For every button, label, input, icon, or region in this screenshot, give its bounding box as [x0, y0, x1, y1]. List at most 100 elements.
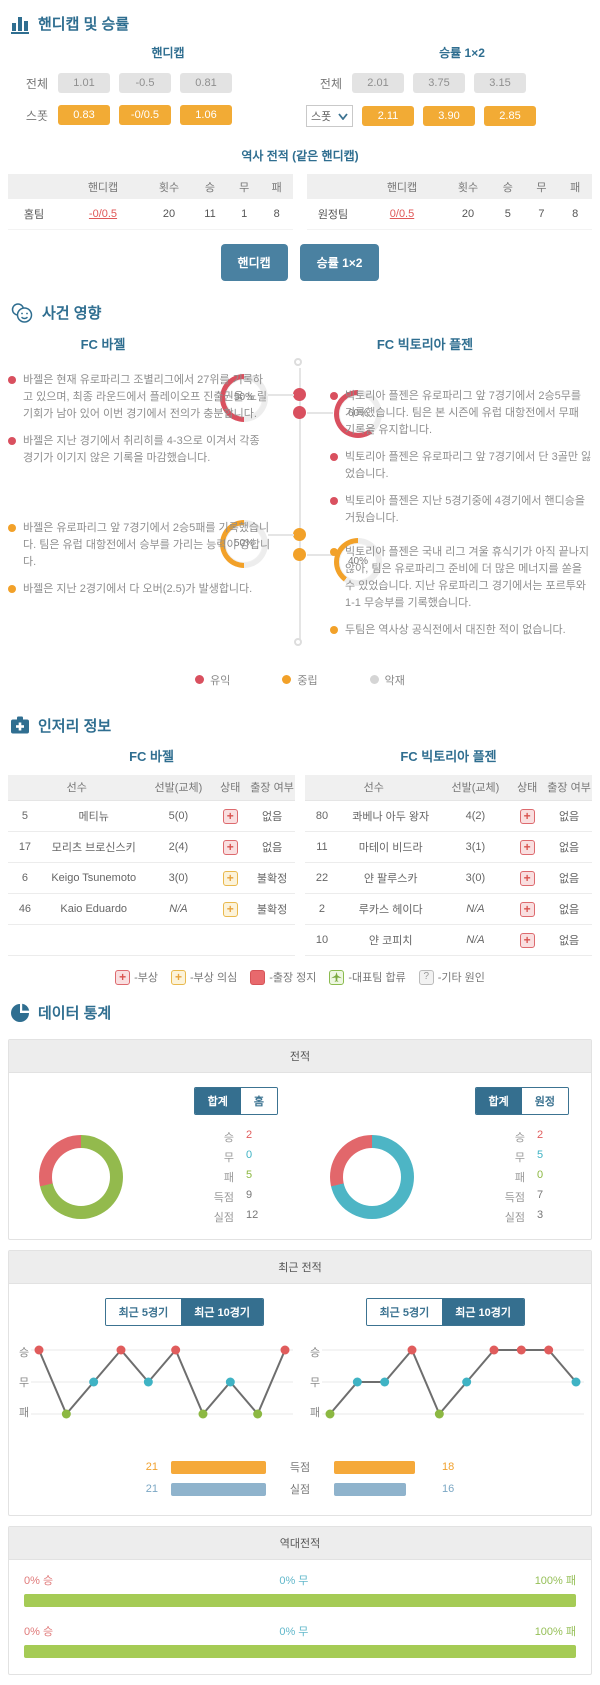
recent-goals-bars: 21 득점 18 21 실점 16 — [9, 1459, 591, 1497]
legend-negative: 악재 — [369, 672, 405, 688]
home-goals-value: 21 — [145, 1461, 158, 1473]
injury-status-icon — [519, 808, 535, 824]
away-positive-items: 빅토리아 플젠은 유로파리그 앞 7경기에서 2승5무를 기록했습니다. 팀은 … — [330, 388, 592, 537]
injury-doubt-icon — [170, 969, 186, 985]
bullet-dot — [8, 375, 16, 384]
toggle-away[interactable]: 원정 — [521, 1088, 568, 1114]
toggle-total[interactable]: 합계 — [194, 1088, 241, 1114]
toggle-home[interactable]: 홈 — [240, 1088, 277, 1114]
timeline-dot-positive — [293, 387, 306, 401]
toggle-last5[interactable]: 최근 5경기 — [105, 1299, 182, 1325]
home-conceded-bar — [171, 1482, 266, 1496]
winrate-spot-row: 스폿 2.11 3.90 2.85 — [306, 105, 588, 127]
legend-neutral: 중립 — [282, 672, 318, 688]
timeline-dot-neutral — [293, 527, 306, 541]
event-item: 빅토리아 플젠은 유로파리그 앞 7경기에서 2승5무를 기록했습니다. 팀은 … — [330, 388, 592, 439]
records-home-toggle: 합계 홈 — [193, 1087, 278, 1115]
injury-row: 10 얀 코피치 N/A 없음 — [305, 924, 592, 956]
recent-home-half: 최근 5경기 최근 10경기 승 무 패 — [9, 1284, 300, 1443]
team-label: 홈팀 — [8, 199, 60, 230]
bullet-dot — [8, 584, 16, 593]
event-item: 빅토리아 플젠은 지난 5경기중에 4경기에서 핸디승을 거뒀습니다. — [330, 493, 592, 527]
injury-row: 2 루카스 헤이다 N/A 없음 — [305, 893, 592, 925]
bullet-dot — [8, 523, 16, 532]
handicap-link[interactable]: 0/0.5 — [389, 207, 415, 220]
away-neutral-gauge: 40% — [334, 537, 382, 586]
toggle-last10[interactable]: 최근 10경기 — [181, 1299, 263, 1325]
winrate-odds-group: 승률 1×2 전체 2.01 3.75 3.15 스폿 2.11 3.90 — [306, 42, 588, 139]
odds-value: -0/0.5 — [119, 105, 171, 125]
injury-icon — [115, 969, 131, 985]
event-item: 빅토리아 플젠은 국내 리그 겨울 휴식기가 아직 끝나지 않아, 팀은 유로파… — [330, 544, 592, 612]
h2h-panel-header: 역대전적 — [9, 1527, 591, 1560]
injury-status-icon — [222, 808, 238, 824]
injury-status-icon — [222, 901, 238, 917]
positive-dot-icon — [195, 675, 205, 684]
injury-status-icon — [519, 870, 535, 886]
winrate-button[interactable]: 승률 1×2 — [299, 243, 380, 281]
injury-row: 80 콰베나 아두 왕자 4(2) 없음 — [305, 800, 592, 832]
home-positive-items: 바젤은 현재 유로파리그 조별리그에서 27위를 기록하고 있으며, 최종 라운… — [8, 372, 272, 477]
recent-panel: 최근 전적 최근 5경기 최근 10경기 승 무 패 — [8, 1250, 592, 1516]
injury-row: 11 마테이 비드라 3(1) 없음 — [305, 831, 592, 863]
pie-chart-icon — [10, 1003, 30, 1023]
injury-row: 17 모리츠 브로신스키 2(4) 없음 — [8, 831, 295, 863]
event-item: 바젤은 유로파리그 앞 7경기에서 2승5패를 기록했습니다. 팀은 유럽 대항… — [8, 520, 272, 571]
spot-select[interactable]: 스폿 — [306, 105, 353, 127]
section-odds: 핸디캡 및 승률 핸디캡 전체 1.01 -0.5 0.81 스폿 0.83 -… — [0, 0, 600, 281]
injury-row: 5 메티뉴 5(0) 없음 — [8, 800, 295, 832]
handicap-button[interactable]: 핸디캡 — [220, 243, 288, 281]
result-axis: 승 무 패 — [19, 1347, 30, 1419]
records-away-toggle: 합계 원정 — [474, 1087, 569, 1115]
other-reason-icon — [418, 969, 434, 985]
section-odds-header: 핸디캡 및 승률 — [0, 0, 600, 40]
event-item: 빅토리아 플젠은 유로파리그 앞 7경기에서 단 3골만 잃었습니다. — [330, 449, 592, 483]
history-row-home: 홈팀 -0/0.5 20 11 1 8 — [8, 199, 293, 230]
toggle-total[interactable]: 합계 — [475, 1088, 522, 1114]
bullet-dot — [330, 496, 338, 505]
timeline-end-circle — [294, 637, 302, 646]
odds-value: 1.06 — [180, 105, 232, 125]
legend-positive: 유익 — [195, 672, 230, 688]
away-goals-bar — [334, 1460, 416, 1474]
bullet-dot — [330, 547, 338, 556]
h2h-row: 0% 승 0% 무 100% 패 — [9, 1611, 591, 1674]
records-away-donut — [330, 1135, 414, 1219]
neutral-dot-icon — [282, 675, 292, 684]
player-name: 메티뉴 — [41, 800, 146, 832]
toggle-last5[interactable]: 최근 5경기 — [366, 1299, 443, 1325]
first-aid-kit-icon — [10, 715, 30, 735]
recent-away-half: 최근 5경기 최근 10경기 승 무 패 — [300, 1284, 591, 1443]
player-name: 마테이 비드라 — [338, 831, 443, 863]
injury-status-icon — [519, 901, 535, 917]
away-positive-gauge: 60% — [334, 389, 382, 438]
recent-home-linechart — [31, 1336, 300, 1433]
conceded-label: 실점 — [289, 1484, 311, 1496]
away-neutral-items: 빅토리아 플젠은 국내 리그 겨울 휴식기가 아직 끝나지 않아, 팀은 유로파… — [330, 544, 592, 649]
injury-status-icon — [519, 839, 535, 855]
event-item: 바젤은 지난 경기에서 취리히를 4-3으로 이겨서 각종 경기가 이기지 않은… — [8, 433, 272, 467]
section-injury-title: 인저리 정보 — [38, 717, 112, 735]
event-item: 바젤은 현재 유로파리그 조별리그에서 27위를 기록하고 있으며, 최종 라운… — [8, 372, 272, 423]
odds-value: 0.81 — [180, 73, 232, 93]
history-table-away: 핸디캡 횟수 승 무 패 원정팀 0/0.5 20 5 7 8 — [307, 174, 592, 230]
events-legend: 유익 중립 악재 — [0, 666, 600, 702]
toggle-last10[interactable]: 최근 10경기 — [442, 1299, 524, 1325]
negative-dot-icon — [369, 675, 379, 684]
odds-value: -0.5 — [119, 73, 171, 93]
odds-value: 1.01 — [58, 73, 110, 93]
injury-table-home: 선수 선발(교체) 상태 출장 여부 5 메티뉴 5(0) 없음 — [8, 774, 295, 956]
national-team-plane-icon — [329, 969, 345, 985]
injury-status-icon — [222, 870, 238, 886]
events-canvas: FC 바젤 FC 빅토리아 플젠 50% 60% 50% 40% 바젤은 현재 … — [0, 332, 600, 666]
events-home-team: FC 바젤 — [80, 336, 126, 352]
injury-legend: -부상 -부상 의심 -출장 정지 -대표팀 합류 -기타 원인 — [0, 956, 600, 989]
goals-label: 득점 — [289, 1462, 311, 1474]
handicap-link[interactable]: -0/0.5 — [88, 207, 118, 220]
